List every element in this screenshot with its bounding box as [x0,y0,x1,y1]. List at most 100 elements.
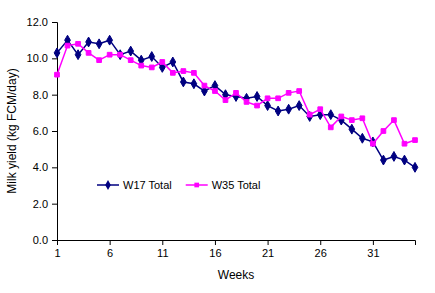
marker [402,141,407,146]
marker [371,141,376,146]
marker [265,96,270,101]
x-tick-label: 6 [107,247,113,259]
y-tick-label: 2.0 [33,198,48,210]
marker [117,50,123,60]
marker [149,65,154,70]
marker [76,41,81,46]
marker [297,89,302,94]
marker [191,79,197,89]
legend-entry: W35 Total [186,179,261,191]
marker [307,112,312,117]
marker [296,101,302,111]
marker [223,98,228,103]
marker [202,83,207,88]
marker [65,43,70,48]
x-tick-label: 31 [367,247,379,259]
marker [265,101,271,111]
x-tick-label: 11 [157,247,168,259]
marker [54,48,60,58]
legend-entry: W17 Total [97,179,172,191]
marker [339,114,344,119]
legend-label: W17 Total [123,179,172,191]
y-tick: 6.0 [33,125,57,137]
y-tick-mark [52,167,57,168]
series-markers [55,41,418,146]
marker [255,103,260,108]
marker [170,57,176,67]
y-axis-title: Milk yield (kg FCM/day) [5,68,19,193]
marker [170,71,175,76]
x-tick-mark [268,240,269,245]
legend-label: W35 Total [212,179,261,191]
x-tick-mark [110,240,111,245]
marker [86,37,92,47]
x-tick: 21 [262,240,274,259]
marker [118,52,123,57]
marker [391,152,397,162]
marker [349,124,355,134]
marker [86,51,91,56]
y-tick-label: 8.0 [33,89,48,101]
marker [107,52,112,57]
x-tick: 6 [107,240,113,259]
marker [276,96,281,101]
plot: 0.02.04.06.08.010.012.0161116212631W17 T… [27,16,418,259]
marker [254,92,260,102]
legend-marker [194,183,199,188]
marker [307,112,313,122]
x-tick-mark [162,240,163,245]
x-tick-mark [320,240,321,245]
marker [392,118,397,123]
marker [107,35,113,45]
x-tick-label: 1 [54,247,60,259]
marker [318,107,323,112]
y-tick-mark [52,240,57,241]
y-tick-mark [52,58,57,59]
x-axis-title: Weeks [218,268,254,282]
x-axis: 161116212631 [54,240,415,259]
marker [328,110,334,120]
marker [213,89,218,94]
marker [244,100,249,105]
x-tick-label: 16 [209,247,221,259]
marker [128,58,133,63]
y-tick-label: 12.0 [27,16,48,28]
marker [181,77,187,87]
y-tick: 4.0 [33,161,57,173]
y-tick: 12.0 [27,16,57,28]
marker [381,155,387,165]
marker [349,118,354,123]
x-tick-mark [373,240,374,245]
marker [413,138,418,143]
x-tick-label: 26 [315,247,327,259]
x-tick-label: 21 [262,247,274,259]
y-tick-label: 10.0 [27,52,48,64]
chart: 0.02.04.06.08.010.012.0161116212631W17 T… [0,0,435,293]
series-markers [54,35,418,172]
x-tick-mark [215,240,216,245]
marker [192,71,197,76]
marker [181,69,186,74]
series-line [57,44,415,144]
y-tick: 10.0 [27,52,57,64]
x-axis-line [58,241,416,246]
x-tick-mark [57,240,58,245]
x-tick: 16 [209,240,221,259]
marker [75,50,81,60]
y-tick-label: 6.0 [33,125,48,137]
marker [286,91,291,96]
marker [160,60,165,65]
marker [381,129,386,134]
x-tick: 1 [54,240,60,259]
y-tick: 2.0 [33,198,57,210]
y-tick-label: 0.0 [33,234,48,246]
y-tick-mark [52,131,57,132]
y-tick-mark [52,95,57,96]
legend: W17 Total W35 Total [97,179,260,191]
y-tick-mark [52,204,57,205]
marker [360,116,365,121]
marker [360,133,366,143]
marker [412,162,418,172]
y-tick-label: 4.0 [33,161,48,173]
y-tick-mark [52,22,57,23]
